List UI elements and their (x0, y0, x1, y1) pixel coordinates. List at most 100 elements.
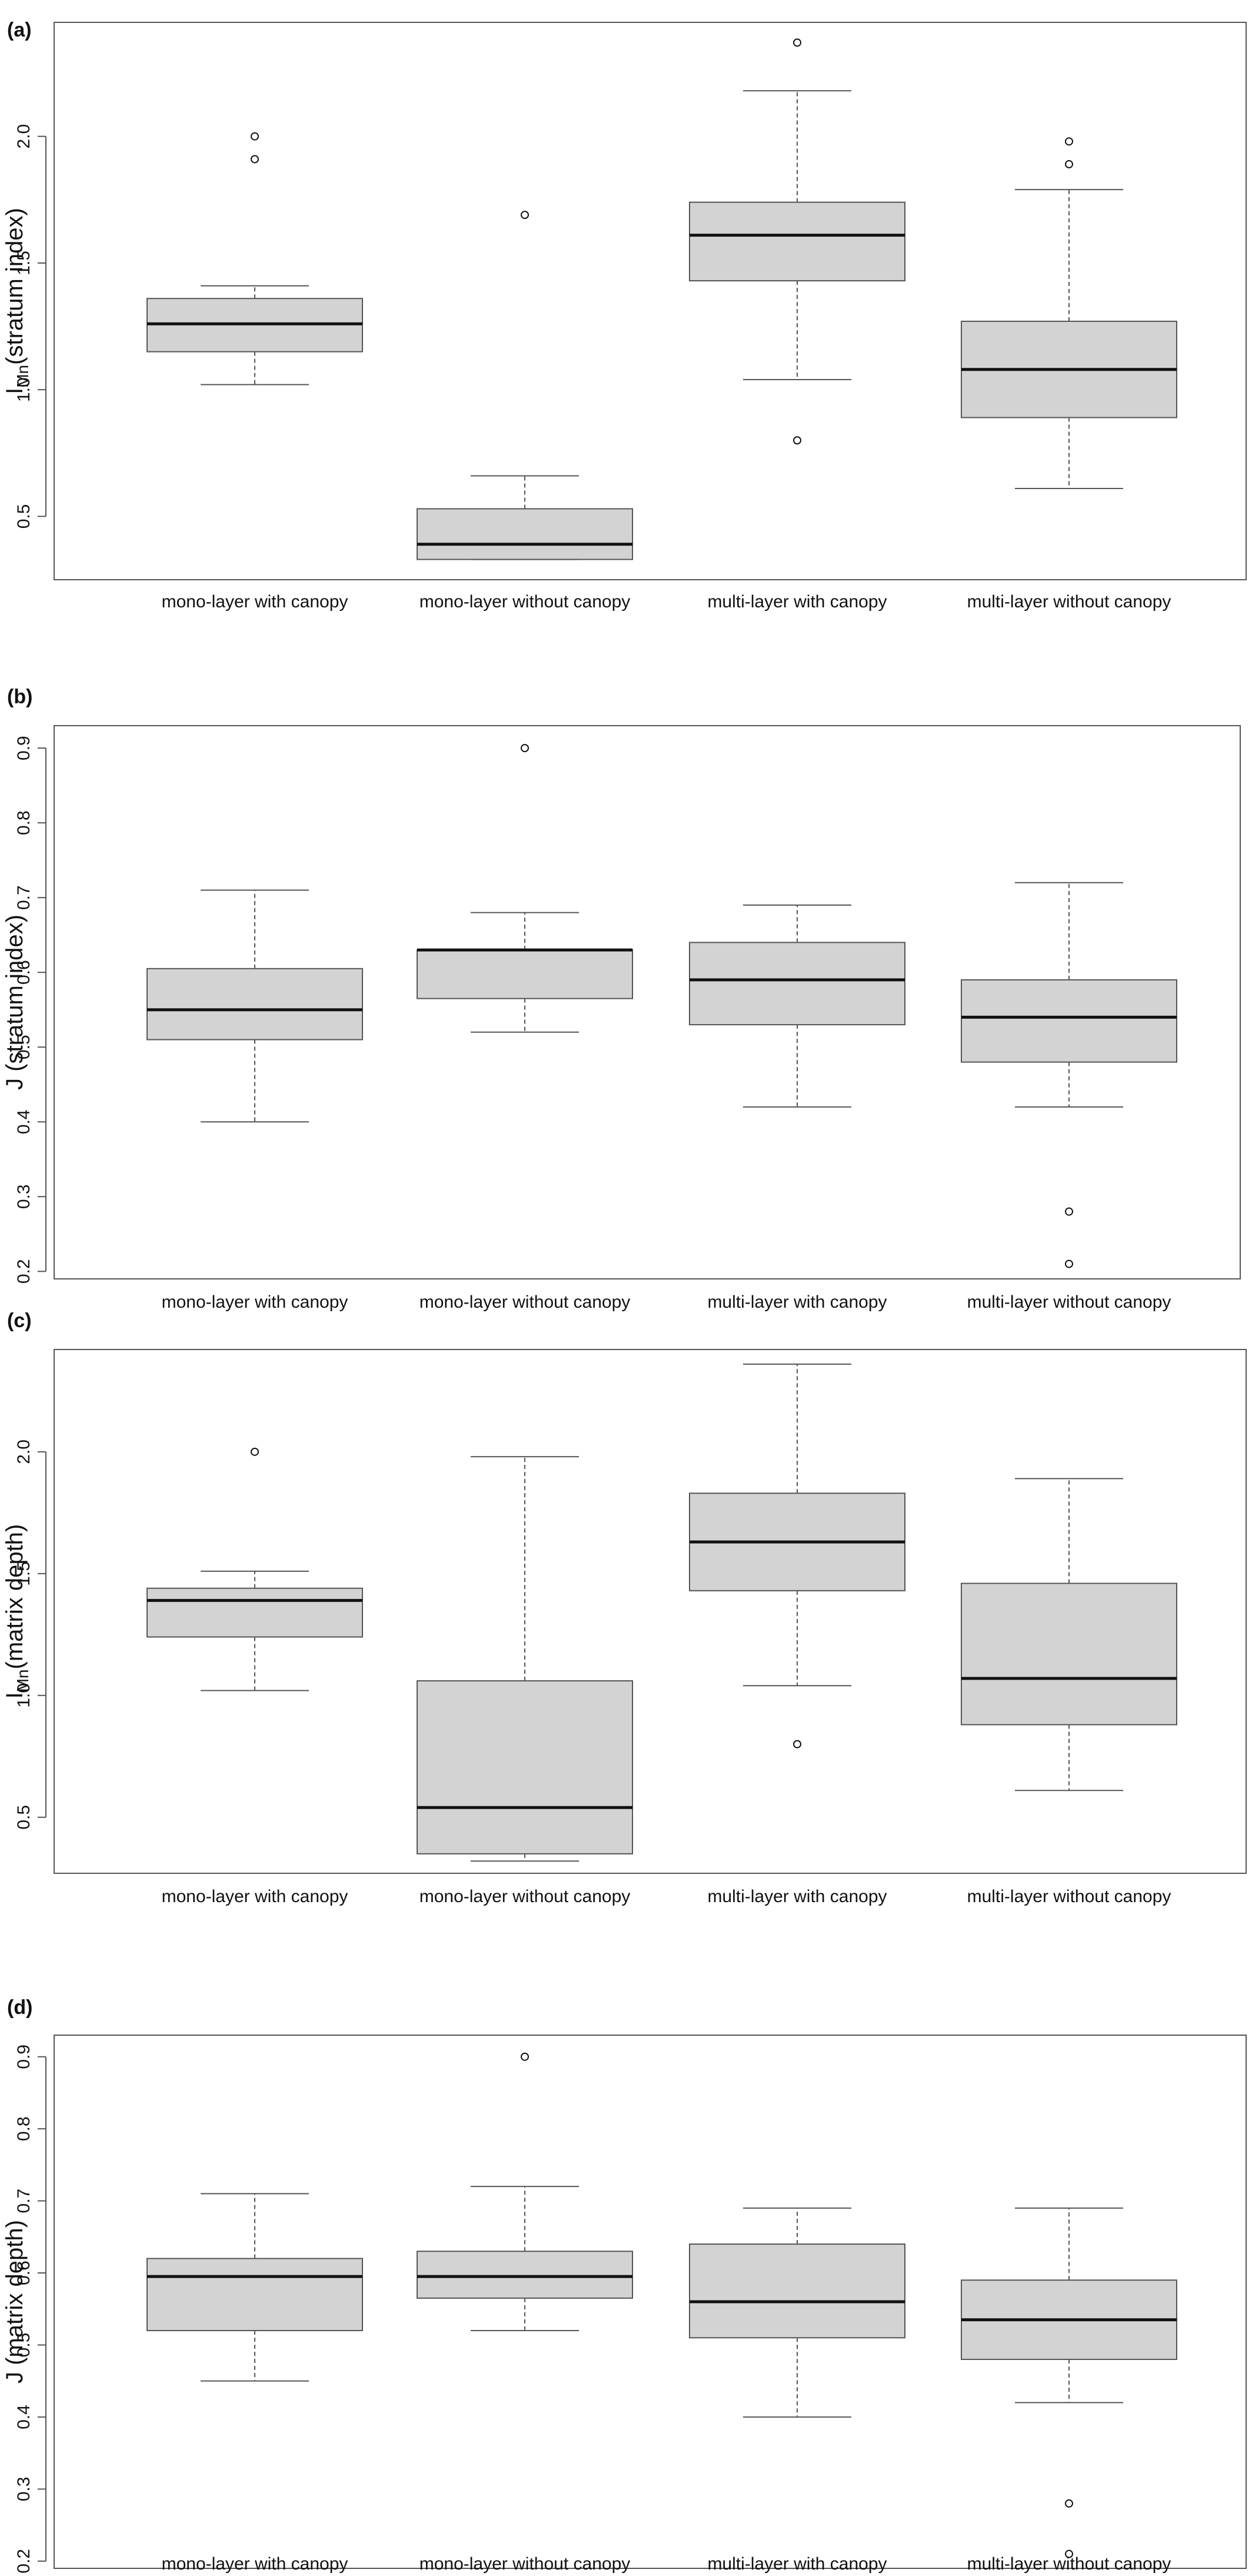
y-tick-label: 0.2 (14, 1259, 34, 1284)
y-tick-label: 0.5 (14, 2333, 34, 2358)
x-tick-label: multi-layer without canopy (967, 1292, 1171, 1312)
x-tick-label: mono-layer without canopy (419, 1292, 631, 1312)
x-tick-label: multi-layer with canopy (707, 2554, 887, 2574)
y-tick-label: 0.4 (14, 1109, 34, 1134)
box-3: multi-layer with canopy (689, 1363, 905, 1906)
box-4: multi-layer without canopy (961, 2207, 1177, 2574)
plot-frame (54, 2035, 1247, 2569)
y-tick-label: 0.6 (14, 2261, 34, 2285)
x-tick-label: mono-layer with canopy (162, 2554, 348, 2574)
y-tick-label: 0.5 (14, 1805, 34, 1830)
outlier-point (793, 1740, 801, 1749)
box-3: multi-layer with canopy (689, 2207, 905, 2574)
iqr-box (146, 1587, 363, 1638)
y-tick-label: 0.5 (14, 1035, 34, 1059)
x-tick-label: multi-layer with canopy (707, 1887, 887, 1906)
outlier-point (521, 744, 529, 753)
box-2: mono-layer without canopy (417, 211, 633, 611)
y-tick-label: 0.5 (14, 504, 34, 529)
outlier-point (251, 1447, 259, 1456)
panel-label: (a) (7, 19, 32, 41)
outlier-point (1065, 2499, 1073, 2508)
y-tick-label: 2.0 (14, 1440, 34, 1464)
outlier-point (1065, 1259, 1073, 1268)
plot-frame (54, 1349, 1247, 1874)
chart-panel-2: (b) 0.2 0.3 0.4 0.5 0.6 0.7 0.8 0.9 J (stratum in… (2, 686, 1241, 1312)
iqr-box (417, 508, 633, 560)
x-tick-label: mono-layer without canopy (419, 592, 631, 611)
box-4: multi-layer without canopy (961, 882, 1177, 1312)
box-4: multi-layer without canopy (961, 1478, 1177, 1906)
x-tick-label: multi-layer without canopy (967, 1887, 1171, 1906)
y-tick-label: 0.3 (14, 1184, 34, 1209)
x-tick-label: mono-layer with canopy (162, 1292, 348, 1312)
box-2: mono-layer without canopy (417, 1456, 633, 1906)
outlier-point (793, 38, 801, 47)
iqr-box (689, 942, 905, 1026)
iqr-box (961, 979, 1177, 1063)
y-tick-label: 0.7 (14, 885, 34, 910)
y-tick-label: 1.0 (14, 377, 34, 402)
box-3: multi-layer with canopy (689, 38, 905, 611)
y-axis-title: IMn(matrix depth) (2, 1524, 32, 1699)
panel-label: (c) (7, 1309, 32, 1332)
chart-panel-3: (c) 0.5 1.0 1.5 2.0 IMn(matrix depth) mono-lay… (2, 1309, 1247, 1906)
iqr-box (146, 968, 363, 1041)
chart-panel-1: (a) 0.5 1.0 1.5 2.0 IMn(stratum index) mono-la… (2, 19, 1247, 611)
iqr-box (417, 949, 633, 999)
outlier-point (521, 2052, 529, 2061)
iqr-box (961, 1583, 1177, 1726)
x-tick-label: mono-layer with canopy (162, 1887, 348, 1906)
y-axis-title: IMn(stratum index) (2, 208, 32, 394)
y-tick-label: 0.4 (14, 2405, 34, 2429)
outlier-point (793, 436, 801, 445)
y-tick-label: 0.7 (14, 2189, 34, 2213)
x-tick-label: multi-layer without canopy (967, 592, 1171, 611)
plot-frame (54, 22, 1247, 580)
box-4: multi-layer without canopy (961, 137, 1177, 611)
y-tick-label: 2.0 (14, 124, 34, 149)
x-tick-label: multi-layer with canopy (707, 1292, 887, 1312)
y-axis-title: J (stratum index) (2, 915, 28, 1090)
box-1: mono-layer with canopy (146, 889, 363, 1312)
box-3: multi-layer with canopy (689, 904, 905, 1312)
outlier-point (251, 155, 259, 164)
iqr-box (417, 1680, 633, 1854)
box-1: mono-layer with canopy (146, 2193, 363, 2574)
y-tick-label: 0.2 (14, 2549, 34, 2574)
outlier-point (1065, 2550, 1073, 2558)
iqr-box (689, 2243, 905, 2339)
plot-frame (54, 725, 1241, 1279)
x-tick-label: multi-layer with canopy (707, 592, 887, 611)
y-axis-title: J (matrix depth) (2, 2220, 28, 2384)
box-2: mono-layer without canopy (417, 744, 633, 1312)
box-1: mono-layer with canopy (146, 1447, 363, 1906)
x-tick-label: mono-layer without canopy (419, 1887, 631, 1906)
outlier-point (1065, 160, 1073, 169)
panel-label: (d) (7, 1996, 32, 2019)
y-tick-label: 0.6 (14, 960, 34, 985)
y-tick-label: 0.8 (14, 810, 34, 835)
box-1: mono-layer with canopy (146, 132, 363, 611)
y-tick-label: 1.0 (14, 1683, 34, 1708)
chart-panel-4: (d) 0.2 0.3 0.4 0.5 0.6 0.7 0.8 0.9 J (matrix dep… (2, 1996, 1247, 2574)
outlier-point (251, 132, 259, 141)
iqr-box (417, 2251, 633, 2299)
box-2: mono-layer without canopy (417, 2052, 633, 2574)
iqr-box (689, 201, 905, 282)
x-tick-label: multi-layer without canopy (967, 2554, 1171, 2574)
y-tick-label: 0.9 (14, 2045, 34, 2069)
y-tick-label: 0.8 (14, 2116, 34, 2141)
iqr-box (146, 2258, 363, 2331)
outlier-point (1065, 137, 1073, 146)
x-tick-label: mono-layer with canopy (162, 592, 348, 611)
outlier-point (521, 211, 529, 220)
y-tick-label: 1.5 (14, 251, 34, 275)
x-tick-label: mono-layer without canopy (419, 2554, 631, 2574)
outlier-point (1065, 1207, 1073, 1216)
panel-label: (b) (7, 686, 32, 708)
y-tick-label: 1.5 (14, 1561, 34, 1586)
y-tick-label: 0.3 (14, 2477, 34, 2501)
y-tick-label: 0.9 (14, 736, 34, 760)
